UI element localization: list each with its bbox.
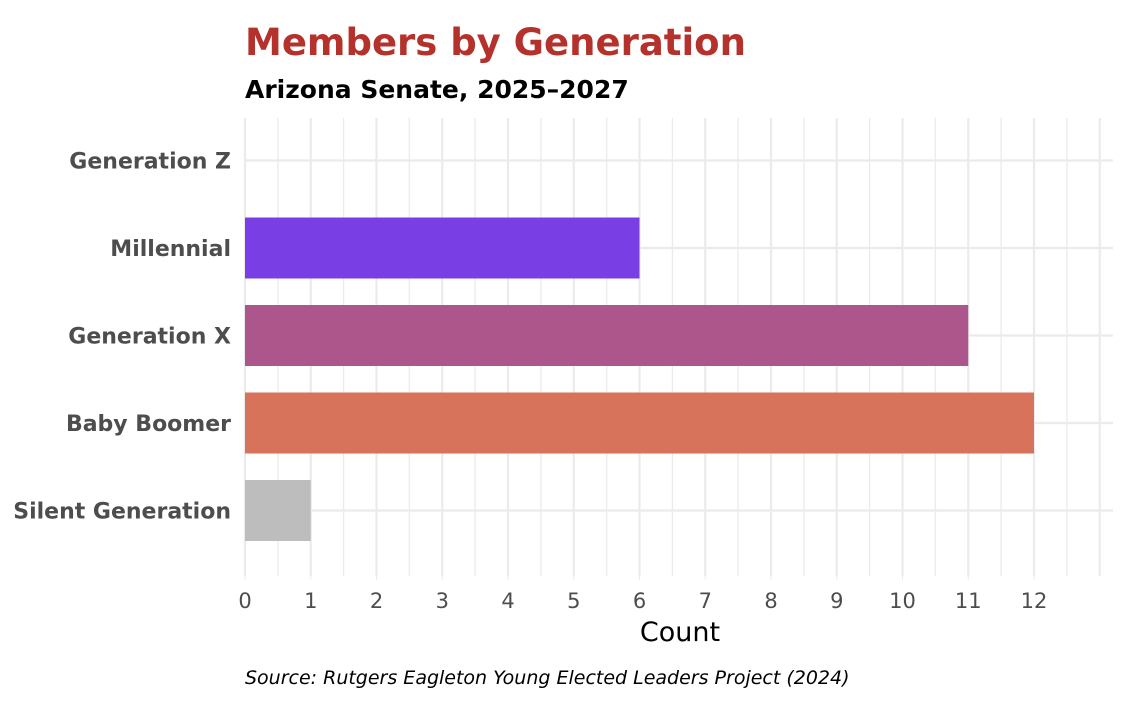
bars xyxy=(245,217,1034,541)
x-axis-labels: 0 1 2 3 4 5 6 7 8 9 10 11 12 xyxy=(238,576,1047,613)
bar-generation-x xyxy=(245,305,969,366)
x-tick-label: 9 xyxy=(830,589,843,613)
x-tick-label: 11 xyxy=(955,589,982,613)
y-tick-label: Silent Generation xyxy=(13,500,231,525)
chart-subtitle: Arizona Senate, 2025–2027 xyxy=(245,75,629,104)
chart-title: Members by Generation xyxy=(245,21,746,64)
x-axis-title: Count xyxy=(640,617,720,648)
y-tick-label: Generation Z xyxy=(69,150,231,175)
x-tick-label: 7 xyxy=(699,589,712,613)
chart-caption: Source: Rutgers Eagleton Young Elected L… xyxy=(245,667,850,689)
x-tick-label: 10 xyxy=(889,589,916,613)
bar-baby-boomer xyxy=(245,392,1034,454)
x-tick-label: 4 xyxy=(501,589,514,613)
y-tick-label: Millennial xyxy=(110,237,231,262)
x-tick-label: 2 xyxy=(370,589,383,613)
x-tick-label: 3 xyxy=(436,589,449,613)
bar-millennial xyxy=(245,217,640,279)
y-axis-labels: Generation Z Millennial Generation X Baby B… xyxy=(13,150,231,525)
x-tick-label: 1 xyxy=(304,589,317,613)
x-tick-label: 8 xyxy=(764,589,777,613)
x-tick-label: 5 xyxy=(567,589,580,613)
x-tick-label: 0 xyxy=(238,589,251,613)
y-tick-label: Baby Boomer xyxy=(66,412,231,437)
x-tick-label: 12 xyxy=(1021,589,1048,613)
y-tick-label: Generation X xyxy=(68,325,231,350)
x-tick-label: 6 xyxy=(633,589,646,613)
bar-silent-generation xyxy=(245,480,311,541)
